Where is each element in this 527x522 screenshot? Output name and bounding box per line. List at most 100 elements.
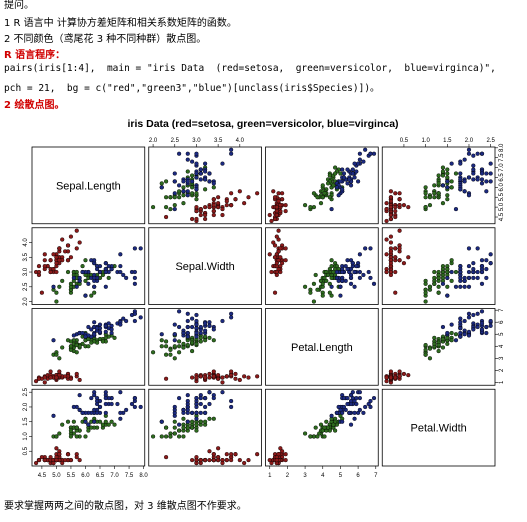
data-point — [357, 275, 362, 281]
data-point — [354, 264, 359, 269]
data-point — [54, 446, 59, 451]
data-point — [340, 167, 345, 172]
data-point — [237, 189, 242, 194]
data-point — [479, 327, 485, 332]
data-point — [233, 452, 238, 457]
data-point — [393, 255, 398, 260]
data-point — [318, 201, 324, 206]
data-point — [242, 460, 247, 466]
data-point — [65, 258, 71, 263]
data-point — [54, 255, 59, 260]
data-point — [274, 205, 279, 210]
data-point — [163, 425, 169, 430]
data-point — [311, 281, 317, 286]
data-point — [229, 457, 234, 463]
data-point — [313, 425, 318, 430]
data-point — [423, 347, 428, 352]
data-point — [211, 203, 216, 208]
data-point — [393, 191, 398, 196]
data-point — [190, 425, 195, 430]
data-point — [68, 339, 74, 344]
data-point — [361, 410, 366, 415]
data-point — [278, 446, 283, 451]
data-point — [315, 195, 320, 200]
panel-frame — [265, 146, 379, 225]
data-point — [440, 183, 446, 188]
data-point — [384, 252, 389, 257]
data-point — [466, 333, 472, 338]
data-point — [357, 252, 362, 257]
data-point — [272, 195, 278, 200]
data-point — [92, 284, 97, 289]
data-point — [54, 352, 59, 357]
data-point — [177, 428, 182, 433]
data-point — [203, 169, 208, 174]
data-point — [462, 179, 467, 184]
data-point — [436, 173, 441, 178]
data-point — [172, 344, 177, 349]
data-point — [484, 258, 489, 263]
data-point — [384, 379, 389, 384]
data-point — [190, 340, 195, 345]
data-point — [341, 171, 347, 176]
data-point — [94, 326, 100, 331]
data-point — [194, 341, 199, 346]
data-point — [336, 193, 341, 198]
data-point — [92, 275, 97, 281]
data-point — [345, 181, 350, 186]
data-point — [109, 266, 114, 272]
data-point — [274, 269, 279, 275]
data-point — [445, 341, 450, 346]
data-point — [194, 322, 199, 327]
data-point — [233, 197, 238, 202]
data-point — [458, 275, 463, 281]
data-point — [471, 261, 476, 266]
data-point — [177, 195, 182, 200]
data-point — [194, 216, 199, 222]
data-point — [274, 208, 279, 214]
data-point — [229, 311, 234, 316]
data-point — [224, 203, 229, 208]
data-point — [190, 316, 195, 321]
data-point — [449, 258, 454, 263]
data-point — [33, 460, 39, 466]
data-point — [60, 460, 65, 466]
data-point — [334, 185, 339, 190]
y-tick-label: 1.5 — [23, 417, 29, 426]
data-point — [86, 428, 91, 433]
data-point — [168, 347, 173, 352]
data-point — [255, 191, 260, 196]
data-point — [453, 269, 459, 275]
data-point — [488, 161, 493, 166]
data-point — [132, 318, 137, 324]
data-point — [83, 278, 88, 283]
data-point — [427, 284, 433, 289]
data-point — [356, 161, 361, 166]
data-point — [445, 275, 450, 281]
data-point — [51, 413, 56, 418]
data-point — [97, 419, 103, 424]
data-point — [177, 151, 182, 156]
data-point — [74, 284, 79, 289]
data-point — [242, 374, 247, 379]
data-point — [445, 193, 450, 198]
data-point — [423, 195, 428, 200]
data-point — [432, 341, 437, 346]
data-point — [220, 212, 225, 218]
data-point — [320, 281, 325, 286]
panel-frame — [381, 227, 496, 305]
data-point — [168, 207, 173, 212]
data-point — [198, 457, 203, 463]
data-point — [57, 284, 62, 289]
data-point — [278, 203, 283, 208]
data-point — [393, 246, 398, 251]
data-point — [194, 428, 199, 433]
data-point — [479, 269, 485, 275]
data-point — [406, 205, 411, 210]
data-point — [311, 299, 317, 304]
data-point — [198, 212, 203, 218]
data-point — [269, 269, 274, 275]
data-point — [357, 396, 362, 401]
data-point — [57, 258, 62, 263]
